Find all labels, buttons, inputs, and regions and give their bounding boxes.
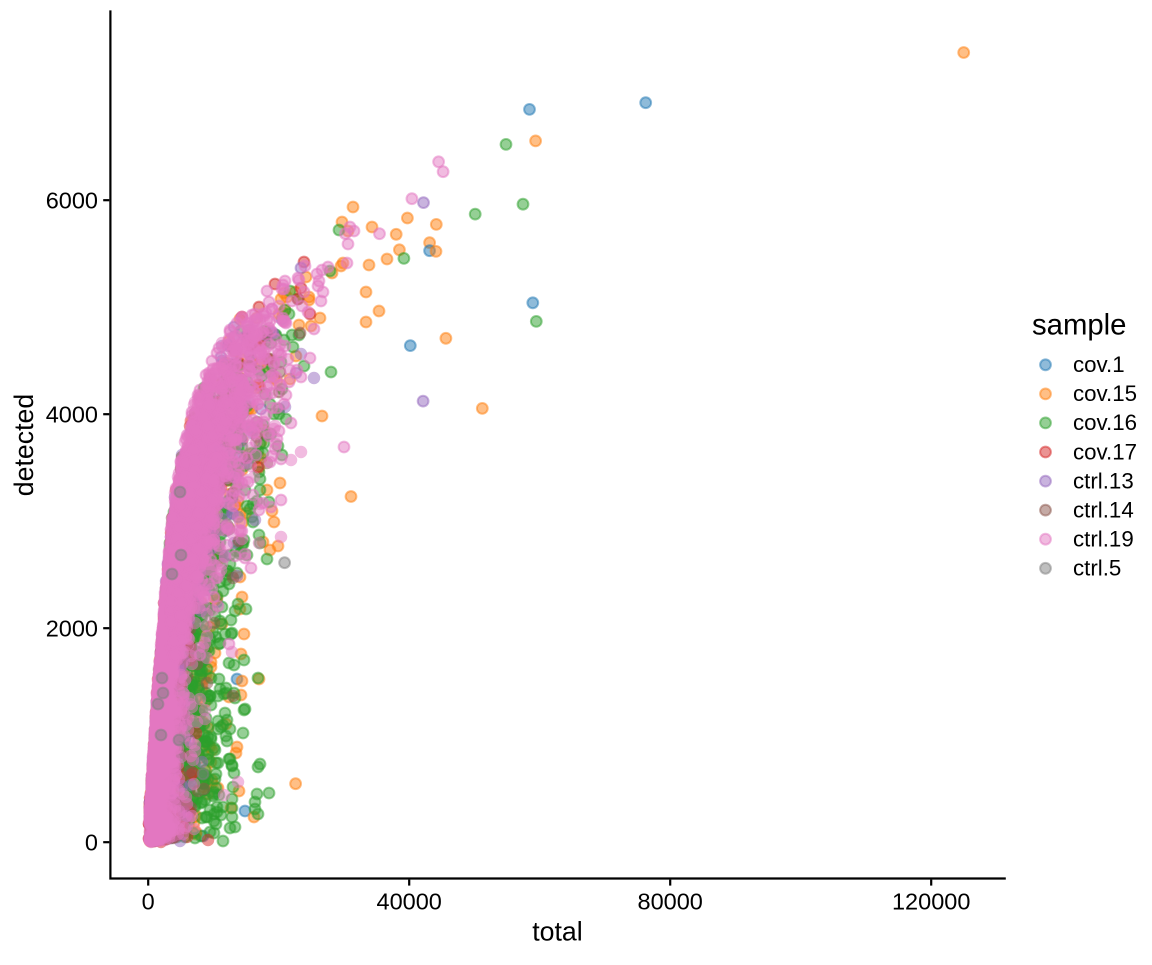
svg-text:ctrl.14: ctrl.14 bbox=[1073, 497, 1134, 522]
svg-text:cov.16: cov.16 bbox=[1073, 410, 1137, 435]
svg-text:ctrl.19: ctrl.19 bbox=[1073, 527, 1134, 552]
svg-text:2000: 2000 bbox=[46, 616, 98, 642]
svg-text:ctrl.5: ctrl.5 bbox=[1073, 556, 1121, 581]
svg-text:sample: sample bbox=[1032, 309, 1126, 342]
svg-text:total: total bbox=[532, 917, 582, 947]
svg-text:ctrl.13: ctrl.13 bbox=[1073, 468, 1134, 493]
svg-text:cov.1: cov.1 bbox=[1073, 352, 1125, 377]
svg-text:40000: 40000 bbox=[377, 888, 442, 914]
svg-text:80000: 80000 bbox=[638, 888, 703, 914]
svg-text:4000: 4000 bbox=[46, 402, 98, 428]
svg-text:detected: detected bbox=[9, 394, 39, 496]
svg-text:0: 0 bbox=[85, 830, 98, 856]
svg-text:cov.15: cov.15 bbox=[1073, 381, 1137, 406]
svg-text:0: 0 bbox=[142, 888, 155, 914]
svg-text:6000: 6000 bbox=[46, 188, 98, 214]
svg-text:120000: 120000 bbox=[892, 888, 970, 914]
svg-text:cov.17: cov.17 bbox=[1073, 439, 1137, 464]
